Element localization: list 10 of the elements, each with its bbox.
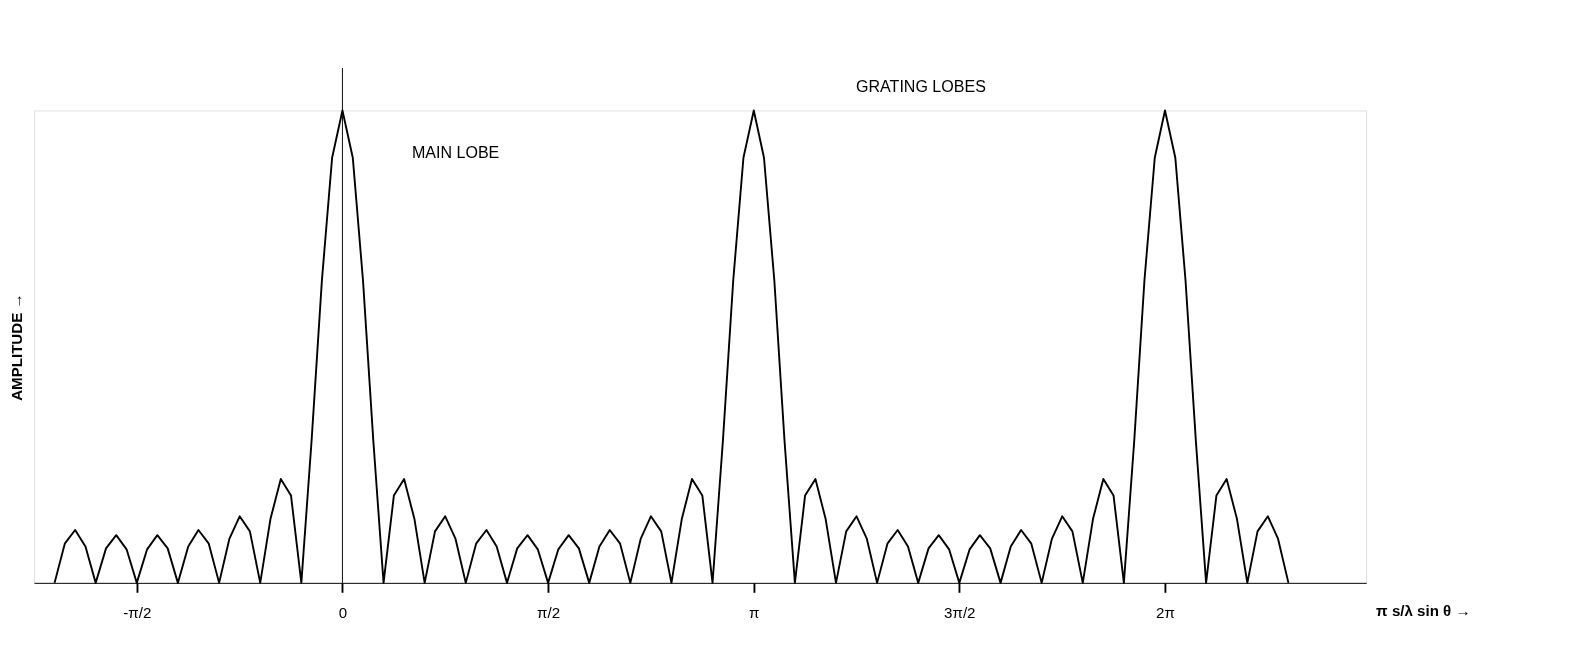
text: GRATING LOBES: [856, 76, 986, 95]
x-tick-label: 3π/2: [944, 604, 976, 622]
annotation: MAIN LOBE: [411, 142, 500, 161]
x-axis-title: π s/λ sin θ →: [1376, 602, 1471, 620]
x-tick-label: -π/2: [123, 604, 152, 622]
x-tick-label: 0: [338, 604, 348, 622]
x-tick-label: π/2: [537, 604, 561, 622]
y-axis-title: AMPLITUDE →: [8, 293, 26, 401]
x-tick-label: 2π: [1156, 604, 1175, 622]
x-tick-label: π: [749, 604, 760, 622]
